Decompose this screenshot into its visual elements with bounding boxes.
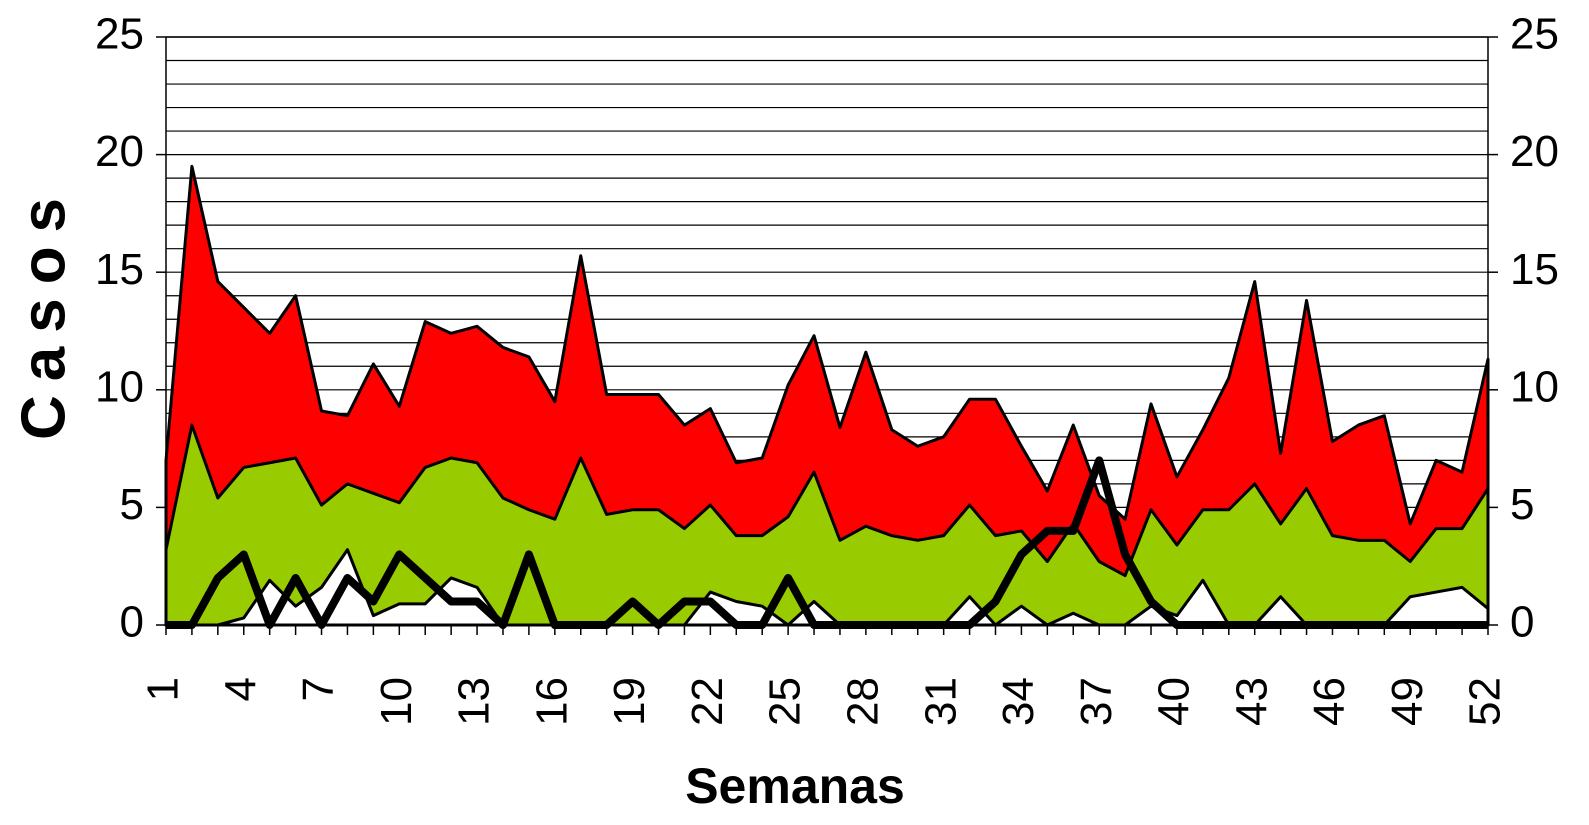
x-tick-label: 52 — [1461, 677, 1510, 726]
x-tick-label: 43 — [1227, 677, 1276, 726]
x-tick-label: 19 — [605, 677, 654, 726]
x-tick-label: 10 — [372, 677, 421, 726]
area — [164, 423, 1490, 627]
y-tick-label: 0 — [120, 598, 144, 647]
y2-tick-label: 20 — [1510, 127, 1559, 176]
y-tick-label: 15 — [95, 245, 144, 294]
x-tick-label: 34 — [994, 677, 1043, 726]
y2-tick-label: 25 — [1510, 10, 1559, 59]
x-tick-label: 7 — [294, 677, 343, 701]
y2-tick-label: 15 — [1510, 245, 1559, 294]
x-tick-label: 28 — [839, 677, 888, 726]
x-tick-label: 22 — [683, 677, 732, 726]
y2-tick-label: 5 — [1510, 480, 1534, 529]
y-tick-label: 25 — [95, 10, 144, 59]
x-tick-label: 16 — [527, 677, 576, 726]
x-axis-label: Semanas — [685, 758, 905, 814]
x-tick-label: 1 — [139, 677, 188, 701]
x-tick-label: 31 — [916, 677, 965, 726]
y-tick-label: 5 — [120, 480, 144, 529]
x-tick-label: 37 — [1072, 677, 1121, 726]
x-tick-label: 13 — [450, 677, 499, 726]
x-tick-label: 4 — [216, 677, 265, 701]
x-tick-label: 25 — [761, 677, 810, 726]
y2-tick-label: 0 — [1510, 598, 1534, 647]
y-tick-label: 20 — [95, 127, 144, 176]
x-tick-label: 49 — [1383, 677, 1432, 726]
x-tick-label: 46 — [1305, 677, 1354, 726]
y-tick-label: 10 — [95, 362, 144, 411]
x-tick-label: 40 — [1150, 677, 1199, 726]
y-axis-label: Casos — [9, 184, 78, 440]
y2-tick-label: 10 — [1510, 362, 1559, 411]
